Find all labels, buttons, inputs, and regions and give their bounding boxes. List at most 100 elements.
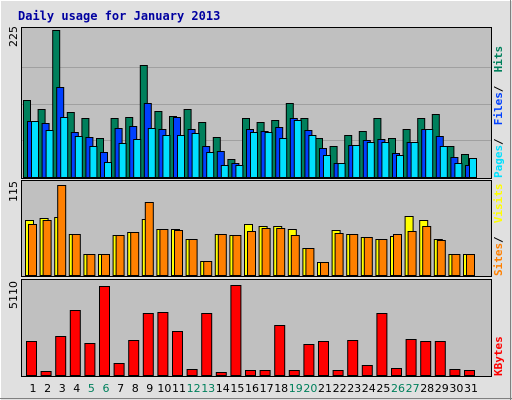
bar-pages-day-2 (45, 130, 54, 178)
bar-kbytes-day-17 (259, 370, 271, 376)
day-label-13: 13 (201, 382, 215, 395)
day-label-6: 6 (103, 382, 110, 395)
bar-kbytes-day-28 (420, 341, 432, 376)
bar-kbytes-day-25 (376, 313, 388, 376)
bars-middle-panel (25, 185, 475, 276)
day-label-1: 1 (30, 382, 37, 395)
bar-kbytes-day-24 (361, 365, 373, 376)
bar-sites-day-12 (188, 239, 198, 276)
bar-pages-day-29 (439, 146, 448, 178)
bar-sites-day-6 (101, 254, 110, 276)
day-label-27: 27 (406, 382, 420, 395)
day-label-10: 10 (157, 382, 171, 395)
bar-kbytes-day-6 (99, 286, 110, 376)
bar-kbytes-day-13 (201, 313, 213, 376)
bar-kbytes-day-18 (274, 325, 286, 376)
legend-item-kbytes: KBytes (492, 336, 505, 376)
bar-sites-day-2 (42, 220, 52, 276)
bar-sites-day-19 (290, 235, 300, 276)
day-label-25: 25 (376, 382, 390, 395)
bar-sites-day-11 (174, 230, 183, 276)
bar-sites-day-13 (203, 261, 213, 276)
bars-bottom-panel (26, 285, 475, 376)
bar-kbytes-day-27 (405, 339, 417, 376)
bar-pages-day-8 (133, 139, 142, 178)
bar-pages-day-12 (191, 133, 200, 178)
bar-pages-day-27 (410, 142, 419, 178)
bar-sites-day-3 (57, 185, 67, 276)
day-label-19: 19 (289, 382, 303, 395)
bar-sites-day-25 (378, 239, 388, 276)
bar-pages-day-4 (74, 136, 83, 178)
bar-kbytes-day-29 (434, 341, 446, 376)
day-label-8: 8 (132, 382, 139, 395)
bar-sites-day-20 (305, 248, 315, 276)
day-label-28: 28 (420, 382, 434, 395)
day-label-7: 7 (117, 382, 124, 395)
bar-pages-day-30 (454, 163, 463, 178)
y-max-label-bottom: 5110 (7, 281, 20, 309)
bar-kbytes-day-3 (55, 336, 67, 376)
day-label-31: 31 (464, 382, 478, 395)
legend-middle: Sites / Visits (492, 183, 505, 276)
bar-sites-day-27 (407, 231, 417, 276)
legend-item-hits: Hits (492, 46, 505, 73)
day-label-21: 21 (318, 382, 332, 395)
day-label-17: 17 (260, 382, 274, 395)
bar-kbytes-day-21 (318, 341, 329, 376)
bar-pages-day-15 (235, 165, 244, 178)
bar-kbytes-day-30 (449, 369, 461, 376)
bar-pages-day-20 (308, 135, 317, 178)
bar-kbytes-day-1 (26, 341, 37, 376)
day-label-11: 11 (172, 382, 186, 395)
bar-sites-day-14 (217, 234, 227, 276)
day-label-4: 4 (73, 382, 80, 395)
bar-kbytes-day-11 (172, 331, 183, 376)
bar-kbytes-day-22 (332, 370, 344, 376)
bar-sites-day-8 (130, 232, 140, 276)
bar-pages-day-25 (381, 142, 390, 178)
bar-pages-day-18 (279, 138, 288, 178)
bar-sites-day-23 (349, 234, 359, 276)
bar-pages-day-13 (206, 152, 215, 178)
legend-item-files: Files (492, 92, 505, 125)
bar-sites-day-22 (334, 233, 344, 276)
legend-bottom: KBytes (492, 336, 505, 376)
bar-kbytes-day-26 (391, 368, 402, 376)
bar-kbytes-day-10 (157, 312, 169, 376)
bar-sites-day-4 (71, 234, 81, 276)
day-label-14: 14 (216, 382, 230, 395)
bar-pages-day-31 (469, 158, 477, 178)
day-label-24: 24 (362, 382, 376, 395)
day-label-12: 12 (187, 382, 201, 395)
bar-pages-day-23 (352, 145, 361, 178)
day-label-20: 20 (303, 382, 317, 395)
day-label-5: 5 (88, 382, 95, 395)
day-label-30: 30 (449, 382, 463, 395)
bar-pages-day-21 (323, 155, 331, 178)
day-label-26: 26 (391, 382, 405, 395)
bar-pages-day-3 (60, 117, 69, 178)
legend-item-sites: Sites (492, 243, 505, 276)
bar-sites-day-31 (466, 254, 475, 276)
bar-pages-day-22 (337, 163, 346, 178)
bar-kbytes-day-16 (245, 370, 256, 376)
bar-kbytes-day-5 (84, 343, 96, 376)
bar-sites-day-26 (393, 234, 402, 276)
day-labels: 1 2 3 4 5 6 7 8 9 10 11 12 13 14 15 16 17 18 19 20 21 22 23 24 2… (30, 382, 479, 395)
legend-item-visits: Visits (492, 183, 505, 223)
bar-pages-day-5 (89, 146, 98, 178)
bar-kbytes-day-8 (128, 340, 140, 376)
bar-sites-day-10 (159, 229, 169, 276)
day-label-9: 9 (146, 382, 153, 395)
bar-sites-day-15 (232, 235, 242, 276)
bar-sites-day-28 (422, 226, 432, 276)
bar-kbytes-day-15 (230, 285, 242, 376)
bar-sites-day-9 (144, 202, 154, 276)
day-label-29: 29 (435, 382, 449, 395)
day-label-23: 23 (347, 382, 361, 395)
bar-sites-day-24 (363, 237, 373, 276)
bar-pages-day-11 (177, 135, 185, 178)
